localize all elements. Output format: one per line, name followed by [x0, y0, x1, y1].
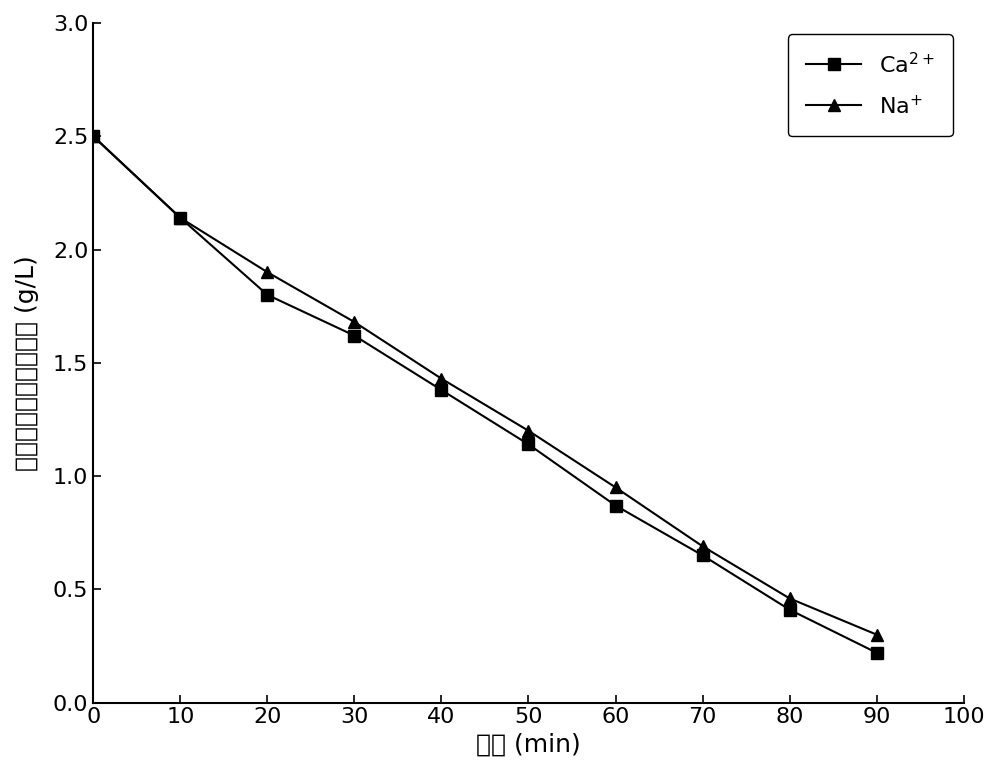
- Ca$^{2+}$: [348, 331, 360, 340]
- Ca$^{2+}$: [87, 132, 99, 141]
- Na$^{+}$: [697, 542, 709, 551]
- Ca$^{2+}$: [522, 440, 534, 449]
- Na$^{+}$: [435, 374, 447, 383]
- Ca$^{2+}$: [784, 605, 796, 615]
- Na$^{+}$: [348, 317, 360, 327]
- Ca$^{2+}$: [610, 501, 622, 510]
- Ca$^{2+}$: [697, 550, 709, 560]
- Legend: Ca$^{2+}$, Na$^{+}$: Ca$^{2+}$, Na$^{+}$: [788, 34, 953, 136]
- Na$^{+}$: [522, 426, 534, 435]
- Na$^{+}$: [174, 213, 186, 222]
- Na$^{+}$: [784, 594, 796, 603]
- Line: Na$^{+}$: Na$^{+}$: [88, 130, 882, 640]
- Na$^{+}$: [610, 482, 622, 492]
- Y-axis label: 淡室内阳离子浓度变化 (g/L): 淡室内阳离子浓度变化 (g/L): [15, 255, 39, 471]
- Na$^{+}$: [87, 132, 99, 141]
- Na$^{+}$: [871, 630, 883, 639]
- Ca$^{2+}$: [435, 385, 447, 394]
- Na$^{+}$: [261, 268, 273, 277]
- Ca$^{2+}$: [871, 648, 883, 658]
- Line: Ca$^{2+}$: Ca$^{2+}$: [88, 130, 882, 659]
- X-axis label: 时间 (min): 时间 (min): [476, 733, 581, 757]
- Ca$^{2+}$: [174, 213, 186, 222]
- Ca$^{2+}$: [261, 290, 273, 300]
